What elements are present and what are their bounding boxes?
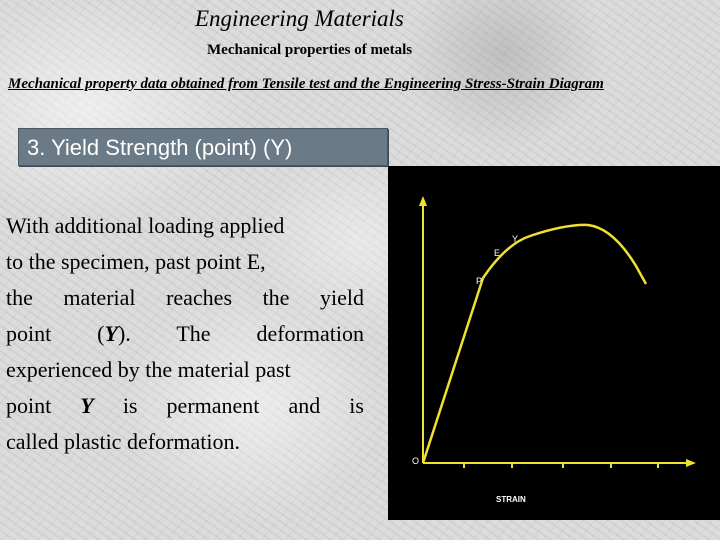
- text-fragment: ). The deformation: [117, 321, 364, 346]
- page-title: Engineering Materials: [195, 6, 404, 31]
- elastic-limit-label: E: [494, 248, 500, 258]
- description-line: experienced by the material past: [6, 357, 291, 382]
- description-line: With additional loading applied: [6, 213, 285, 238]
- stress-strain-curve: [421, 223, 648, 464]
- stress-axis-arrow: [419, 196, 427, 206]
- description-line: the material reaches the yield: [6, 285, 364, 310]
- description-line: point (Y). The deformation: [6, 316, 364, 352]
- yield-symbol: Y: [80, 393, 94, 418]
- description-line: point Y is permanent and is: [6, 388, 364, 424]
- yield-point-label: Y: [512, 234, 518, 244]
- yield-symbol: Y: [104, 321, 118, 346]
- description-line: called plastic deformation.: [6, 429, 240, 454]
- description-line: to the specimen, past point E,: [6, 249, 266, 274]
- diagram-canvas: O P E Y STRAIN: [412, 196, 696, 504]
- proportional-limit-label: P: [476, 276, 482, 286]
- origin-label: O: [412, 456, 419, 466]
- page-subtitle: Mechanical properties of metals: [207, 42, 413, 58]
- strain-axis-arrow: [686, 459, 696, 467]
- text-fragment: is permanent and is: [93, 393, 364, 418]
- strain-axis-label: STRAIN: [496, 495, 526, 504]
- text-fragment: point: [6, 393, 81, 418]
- description-text: With additional loading applied to the s…: [6, 208, 364, 460]
- section-heading: Mechanical property data obtained from T…: [8, 76, 604, 92]
- text-fragment: point (: [6, 321, 105, 346]
- stress-strain-diagram: O P E Y STRAIN: [388, 166, 720, 520]
- yield-strength-banner: 3. Yield Strength (point) (Y): [18, 128, 388, 166]
